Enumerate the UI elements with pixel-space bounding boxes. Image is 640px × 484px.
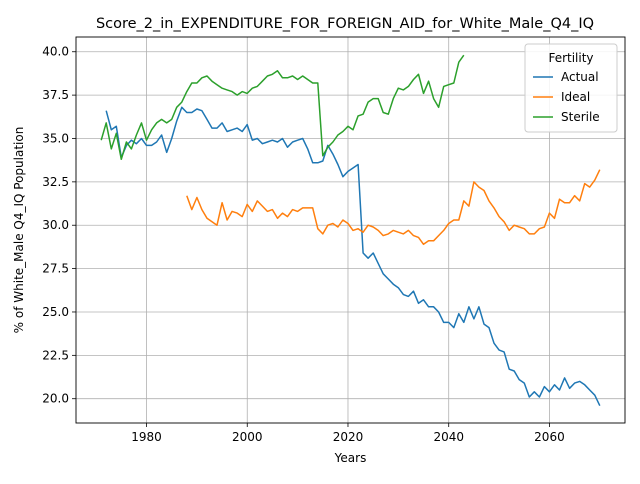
y-tick-label: 22.5 [42, 348, 69, 362]
y-tick-label: 27.5 [42, 262, 69, 276]
y-tick-label: 40.0 [42, 45, 69, 59]
series-line-ideal [186, 169, 601, 246]
x-tick-label: 2020 [333, 430, 364, 444]
x-axis-label: Years [334, 451, 367, 465]
x-tick-label: 2060 [534, 430, 565, 444]
y-tick-label: 30.0 [42, 218, 69, 232]
legend-items: Actual Ideal Sterile [533, 70, 600, 124]
y-tick-label: 32.5 [42, 175, 69, 189]
x-axis-ticks: 1980 2000 2020 2040 2060 [131, 423, 565, 444]
y-tick-label: 20.0 [42, 392, 69, 406]
x-tick-label: 1980 [131, 430, 162, 444]
series-line-sterile [100, 54, 465, 161]
legend-label-actual: Actual [561, 70, 599, 84]
y-axis-ticks: 20.0 22.5 25.0 27.5 30.0 32.5 35.0 37.5 40.0 [42, 45, 76, 406]
legend-box [524, 43, 618, 133]
legend-title: Fertility [548, 51, 593, 65]
chart-title: Score_2_in_EXPENDITURE_FOR_FOREIGN_AID_f… [96, 16, 594, 32]
legend-label-sterile: Sterile [561, 110, 600, 124]
x-tick-label: 2040 [433, 430, 464, 444]
y-axis-label: % of White_Male Q4_IQ Population [12, 127, 26, 334]
series-line-actual [105, 106, 601, 407]
y-tick-label: 25.0 [42, 305, 69, 319]
legend-label-ideal: Ideal [561, 90, 590, 104]
grid [76, 37, 625, 423]
series-lines [100, 54, 601, 407]
y-tick-label: 35.0 [42, 131, 69, 145]
legend: Fertility Actual Ideal Sterile [524, 43, 618, 133]
y-tick-label: 37.5 [42, 88, 69, 102]
x-tick-label: 2000 [232, 430, 263, 444]
plot-frame [75, 36, 626, 424]
